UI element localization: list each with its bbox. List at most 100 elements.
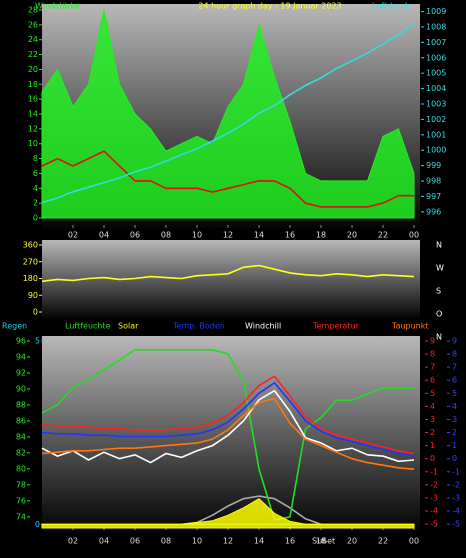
y-tick-label: 2 (430, 428, 435, 437)
y-tick-label: -5 (430, 520, 438, 529)
y-tick-label: 1008 (426, 22, 446, 31)
compass-label: W (436, 264, 444, 273)
x-tick-label: 04 (99, 231, 109, 240)
y-tick-label: 96 (16, 337, 26, 346)
y-tick-label: 24 (28, 35, 38, 44)
y-tick-label: -4 (452, 507, 460, 516)
x-tick-label: 12 (223, 231, 233, 240)
x-tick-label: 08 (161, 231, 171, 240)
y-tick-label: 2 (33, 199, 38, 208)
x-tick-label: 16 (285, 231, 295, 240)
sun-label: Set (322, 537, 335, 546)
compass-label: N (436, 333, 442, 342)
y-tick-label: 996 (426, 207, 441, 216)
x-tick-label: 20 (347, 231, 357, 240)
x-tick-label: 10 (192, 231, 202, 240)
x-tick-label: 22 (378, 537, 388, 546)
y-tick-label: 6 (452, 376, 457, 385)
y-tick-label: 5 (452, 389, 457, 398)
y-tick-label: 8 (33, 154, 38, 163)
x-tick-label: 04 (99, 537, 109, 546)
y-tick-label: 0 (33, 308, 38, 317)
y-tick-label: 4 (452, 402, 457, 411)
y-tick-label: 9 (430, 337, 435, 346)
chart-title: 24 hour graph day : 19 Januar 2023 (198, 2, 341, 11)
y-tick-label: 270 (23, 257, 38, 266)
x-tick-label: 00 (409, 231, 419, 240)
y-tick-label: 6 (33, 169, 38, 178)
y-tick-label: 2 (452, 428, 457, 437)
y-tick-label: 3 (430, 415, 435, 424)
series-line (41, 389, 415, 464)
y-tick-label: 7 (430, 363, 435, 372)
y-axis-label: Windstärke (35, 2, 80, 11)
y-tick-label: 1000 (426, 146, 446, 155)
y-tick-label: 14 (28, 110, 38, 119)
series-line (41, 498, 415, 529)
y-tick-label: 92 (16, 368, 26, 377)
compass-label: S (436, 287, 441, 296)
x-tick-label: 14 (254, 537, 264, 546)
series-line (41, 375, 415, 455)
y-tick-label: -2 (430, 480, 438, 489)
y-tick-label: 4 (33, 184, 38, 193)
y-tick-label: 5 (430, 389, 435, 398)
legend-entry: Luftfeuchte (65, 322, 111, 331)
y-tick-label: 1003 (426, 99, 446, 108)
compass-label: O (436, 310, 442, 319)
y-tick-label: 0 (452, 454, 457, 463)
series-line (41, 397, 415, 470)
x-tick-label: 12 (223, 537, 233, 546)
plot-background (42, 240, 420, 318)
y-tick-label: 1006 (426, 53, 446, 62)
y-tick-label: 3 (452, 415, 457, 424)
compass-label: N (436, 241, 442, 250)
y2-axis-label: Luftdruck (372, 2, 410, 11)
y-tick-label: 18 (28, 80, 38, 89)
y-tick-label: 28 (28, 6, 38, 15)
x-tick-label: 18 (316, 537, 326, 546)
legend-entry: Windchill (245, 322, 281, 331)
y-tick-label: 74 (16, 512, 26, 521)
y-tick-label: 86 (16, 416, 26, 425)
y-tick-label: 1007 (426, 38, 446, 47)
series-line (41, 381, 415, 457)
y-tick-label: -4 (430, 507, 438, 516)
y-tick-label: 360 (23, 241, 38, 250)
y-tick-label: 180 (23, 274, 38, 283)
y-tick-label: 4 (430, 402, 435, 411)
y-tick-label: 12 (28, 124, 38, 133)
y-tick-label: 998 (426, 177, 441, 186)
y-tick-label: 0 (33, 214, 38, 223)
legend-entry: Regen (2, 322, 27, 331)
y-tick-label: 5 (35, 337, 40, 346)
y-tick-label: 1001 (426, 130, 446, 139)
y-tick-label: 1009 (426, 7, 446, 16)
x-tick-label: 10 (192, 537, 202, 546)
y-tick-label: 80 (16, 464, 26, 473)
x-tick-label: 20 (347, 537, 357, 546)
x-tick-label: 14 (254, 231, 264, 240)
x-tick-label: 18 (316, 231, 326, 240)
y-tick-label: 90 (16, 384, 26, 393)
y-tick-label: 84 (16, 432, 26, 441)
y-tick-label: 1002 (426, 115, 446, 124)
y-tick-label: 999 (426, 161, 441, 170)
legend-entry: Temperatur (312, 322, 360, 331)
y-tick-label: -5 (452, 520, 460, 529)
y-tick-label: 88 (16, 400, 26, 409)
y-tick-label: 997 (426, 192, 441, 201)
y-tick-label: -1 (430, 467, 438, 476)
sun-label: Sur (312, 537, 326, 546)
y-tick-label: 26 (28, 20, 38, 29)
x-tick-label: 06 (130, 231, 140, 240)
y-tick-label: -2 (452, 480, 460, 489)
y-tick-label: 82 (16, 448, 26, 457)
series-line (41, 349, 414, 521)
y-tick-label: 94 (16, 352, 26, 361)
y-tick-label: 22 (28, 50, 38, 59)
y-tick-label: 7 (452, 363, 457, 372)
y-tick-label: 78 (16, 480, 26, 489)
y-tick-label: 0 (35, 520, 40, 529)
